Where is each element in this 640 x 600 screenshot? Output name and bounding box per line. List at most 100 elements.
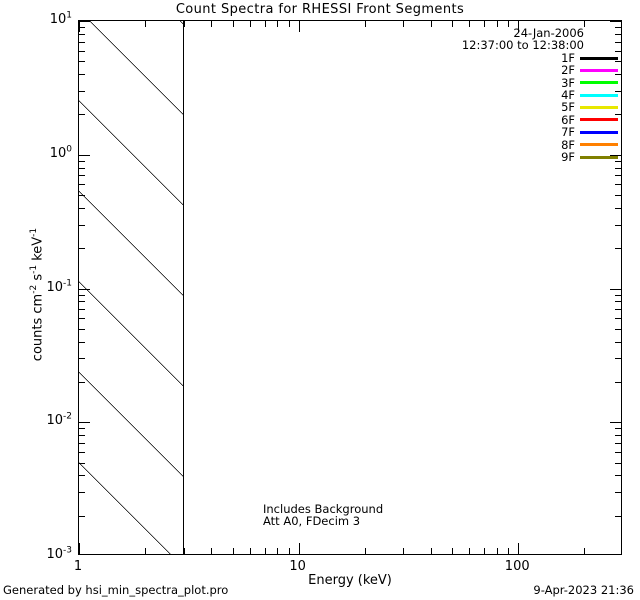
legend-date: 24-Jan-2006 [513, 26, 584, 40]
y-axis-title-text: counts cm-2 s-1 keV-1 [29, 227, 46, 362]
tick-mark [615, 382, 621, 383]
legend-entries: 1F 2F 3F 4F 5F 6F 7F 8F 9F [452, 50, 618, 163]
tick-mark [615, 34, 621, 35]
legend-item-5f[interactable]: 5F [452, 100, 618, 115]
tick-mark [79, 61, 85, 62]
tick-mark [615, 358, 621, 359]
tick-mark [79, 91, 85, 92]
tick-mark [79, 195, 85, 196]
tick-mark [615, 51, 621, 52]
tick-mark [452, 548, 453, 554]
tick-mark [615, 301, 621, 302]
legend-item-8f[interactable]: 8F [452, 137, 618, 152]
legend-color-swatch [580, 93, 618, 97]
y-tick-label: 101 [49, 10, 72, 27]
tick-mark [299, 21, 300, 32]
legend: 24-Jan-2006 12:37:00 to 12:38:00 1F 2F 3F 4… [452, 27, 618, 163]
tick-mark [484, 21, 485, 27]
tick-mark [403, 21, 404, 27]
tick-mark [79, 543, 80, 554]
tick-mark [615, 168, 621, 169]
tick-mark [615, 61, 621, 62]
legend-item-label: 8F [561, 137, 575, 152]
tick-mark [184, 548, 185, 554]
legend-color-swatch [580, 143, 618, 147]
tick-mark [615, 161, 621, 162]
x-tick-label: 100 [504, 559, 530, 574]
legend-item-4f[interactable]: 4F [452, 89, 618, 101]
tick-mark [497, 548, 498, 554]
tick-mark [615, 114, 621, 115]
tick-mark [79, 342, 85, 343]
tick-mark [79, 21, 90, 22]
tick-mark [79, 318, 85, 319]
legend-item-label: 6F [561, 112, 575, 127]
legend-item-2f[interactable]: 2F [452, 63, 618, 78]
tick-mark [79, 27, 85, 28]
legend-item-7f[interactable]: 7F [452, 125, 618, 140]
y-tick-label: 100 [49, 144, 72, 161]
legend-item-6f[interactable]: 6F [452, 112, 618, 127]
y-tick-label: 10-1 [46, 278, 72, 295]
tick-mark [233, 21, 234, 27]
tick-mark [79, 463, 85, 464]
tick-mark [79, 21, 80, 32]
legend-item-9f[interactable]: 9F [452, 151, 618, 163]
tick-mark [211, 21, 212, 27]
legend-item-label: 1F [561, 50, 575, 65]
legend-item-label: 7F [561, 125, 575, 140]
tick-mark [79, 435, 85, 436]
legend-item-3f[interactable]: 3F [452, 75, 618, 90]
tick-mark [615, 175, 621, 176]
tick-mark [365, 21, 366, 27]
legend-item-label: 2F [561, 63, 575, 78]
tick-mark [615, 443, 621, 444]
tick-mark [79, 358, 85, 359]
tick-mark [250, 21, 251, 27]
annotation-attenuator-state: Att A0, FDecim 3 [263, 514, 361, 528]
tick-mark [265, 21, 266, 27]
tick-mark [79, 225, 85, 226]
tick-mark [452, 21, 453, 27]
tick-mark [518, 21, 519, 32]
tick-mark [265, 548, 266, 554]
tick-mark [79, 329, 85, 330]
tick-mark [79, 74, 85, 75]
y-tick-label: 10-2 [46, 411, 72, 429]
tick-mark [508, 21, 509, 27]
legend-item-label: 9F [561, 149, 575, 164]
tick-mark [615, 492, 621, 493]
tick-mark [79, 184, 85, 185]
legend-item-label: 3F [561, 75, 575, 90]
tick-mark [79, 428, 85, 429]
tick-mark [79, 34, 85, 35]
legend-item-label: 5F [561, 100, 575, 115]
legend-color-swatch [580, 155, 618, 159]
y-axis-title: counts cm-2 s-1 keV-1 [29, 35, 46, 555]
tick-mark [79, 475, 85, 476]
tick-mark [277, 21, 278, 27]
tick-mark [184, 21, 185, 27]
tick-mark [615, 295, 621, 296]
annotation-includes-background: Includes Background [263, 502, 384, 516]
legend-item-1f[interactable]: 1F [452, 50, 618, 65]
tick-mark [615, 516, 621, 517]
tick-mark [79, 382, 85, 383]
tick-mark [615, 342, 621, 343]
tick-mark [615, 27, 621, 28]
tick-mark [79, 161, 85, 162]
tick-mark [289, 548, 290, 554]
tick-mark [518, 543, 519, 554]
tick-mark [615, 435, 621, 436]
legend-item-label: 4F [561, 87, 575, 102]
tick-mark [79, 168, 85, 169]
legend-color-swatch [580, 106, 618, 110]
legend-color-swatch [580, 68, 618, 72]
legend-color-swatch [580, 81, 618, 85]
legend-color-swatch [580, 56, 618, 60]
tick-mark [431, 21, 432, 27]
tick-mark [233, 548, 234, 554]
chart-title: Count Spectra for RHESSI Front Segments [175, 2, 465, 17]
tick-mark [469, 21, 470, 27]
